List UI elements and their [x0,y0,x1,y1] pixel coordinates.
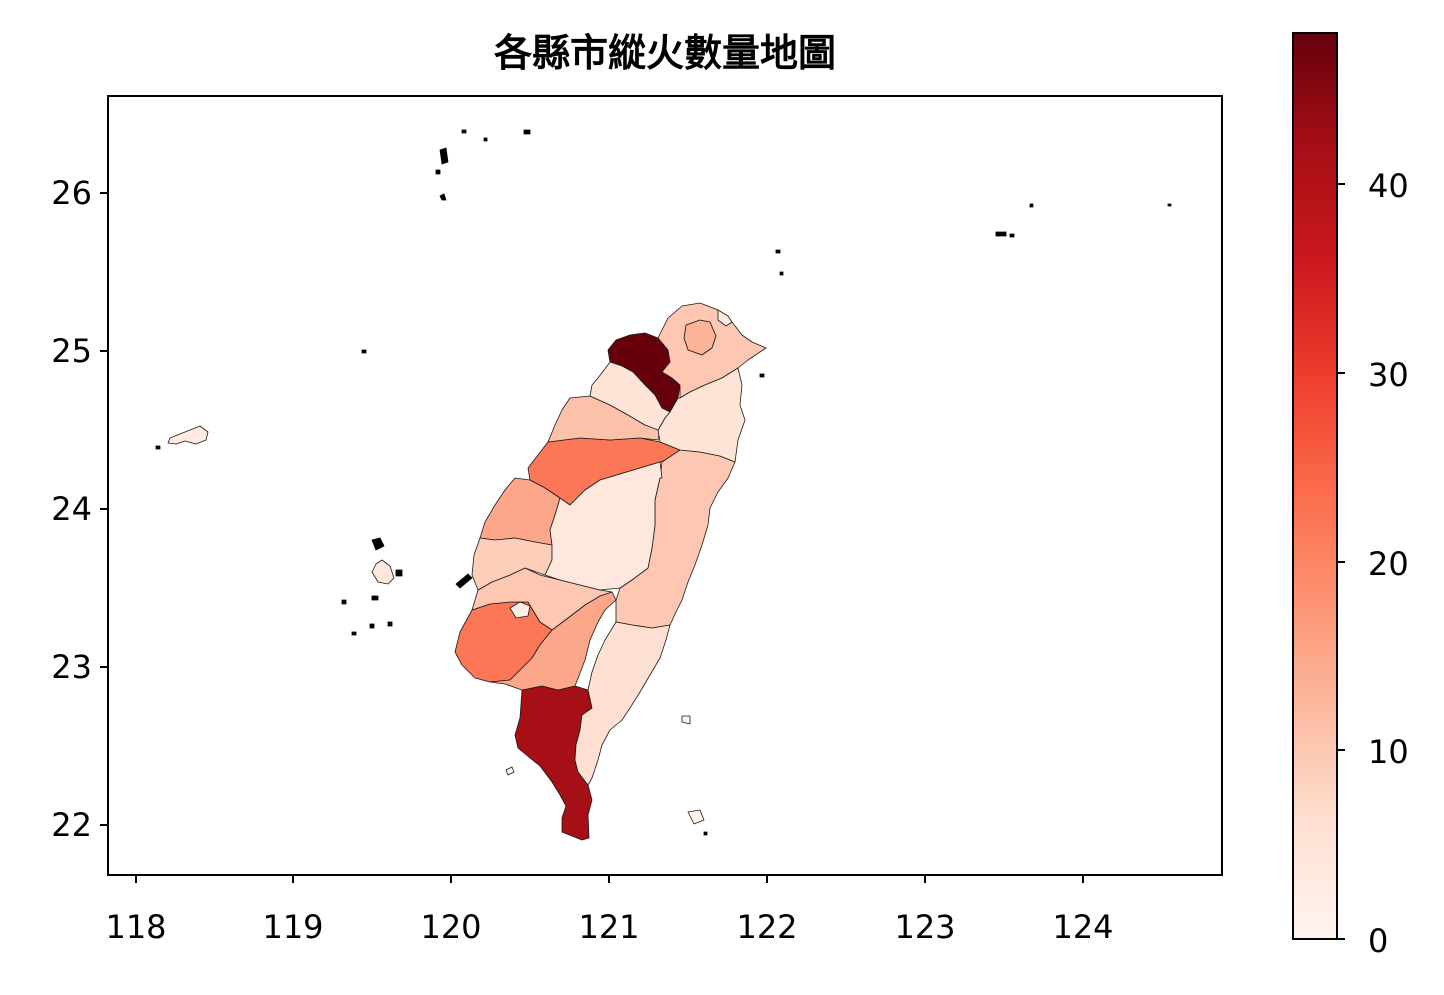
x-tick-label: 124 [1052,908,1113,946]
map-region [717,309,733,327]
x-tick-label: 120 [420,908,481,946]
map-region [589,361,671,431]
colorbar-tick-label: 10 [1368,733,1409,771]
map-region [681,715,705,825]
x-axis: 118 119 120 121 122 123 124 [105,875,1114,946]
y-tick-label: 24 [51,490,92,528]
y-tick-label: 26 [51,174,92,212]
x-tick-label: 121 [578,908,639,946]
y-tick-label: 22 [51,806,92,844]
y-tick-label: 23 [51,648,92,686]
map-regions [155,129,1172,841]
colorbar-tick-label: 40 [1368,167,1409,205]
x-tick-label: 123 [894,908,955,946]
map-region [371,559,395,585]
y-axis: 22 23 24 25 26 [51,174,108,844]
y-tick-label: 25 [51,332,92,370]
map-region [509,601,531,619]
map-region [574,621,671,786]
x-tick-label: 119 [262,908,323,946]
x-tick-label: 118 [105,908,166,946]
x-tick-label: 122 [736,908,797,946]
colorbar-tick-label: 0 [1368,922,1388,960]
map-region [505,766,515,776]
colorbar-tick-label: 30 [1368,356,1409,394]
map-region [167,425,209,445]
outlying-islets [155,129,1172,836]
colorbar-bar [1292,32,1338,940]
map-region [471,537,553,591]
colorbar-tick-label: 20 [1368,545,1409,583]
colorbar: 0 10 20 30 40 [1292,32,1409,960]
chart-title: 各縣市縱火數量地圖 [494,31,836,75]
map-region [544,461,663,591]
